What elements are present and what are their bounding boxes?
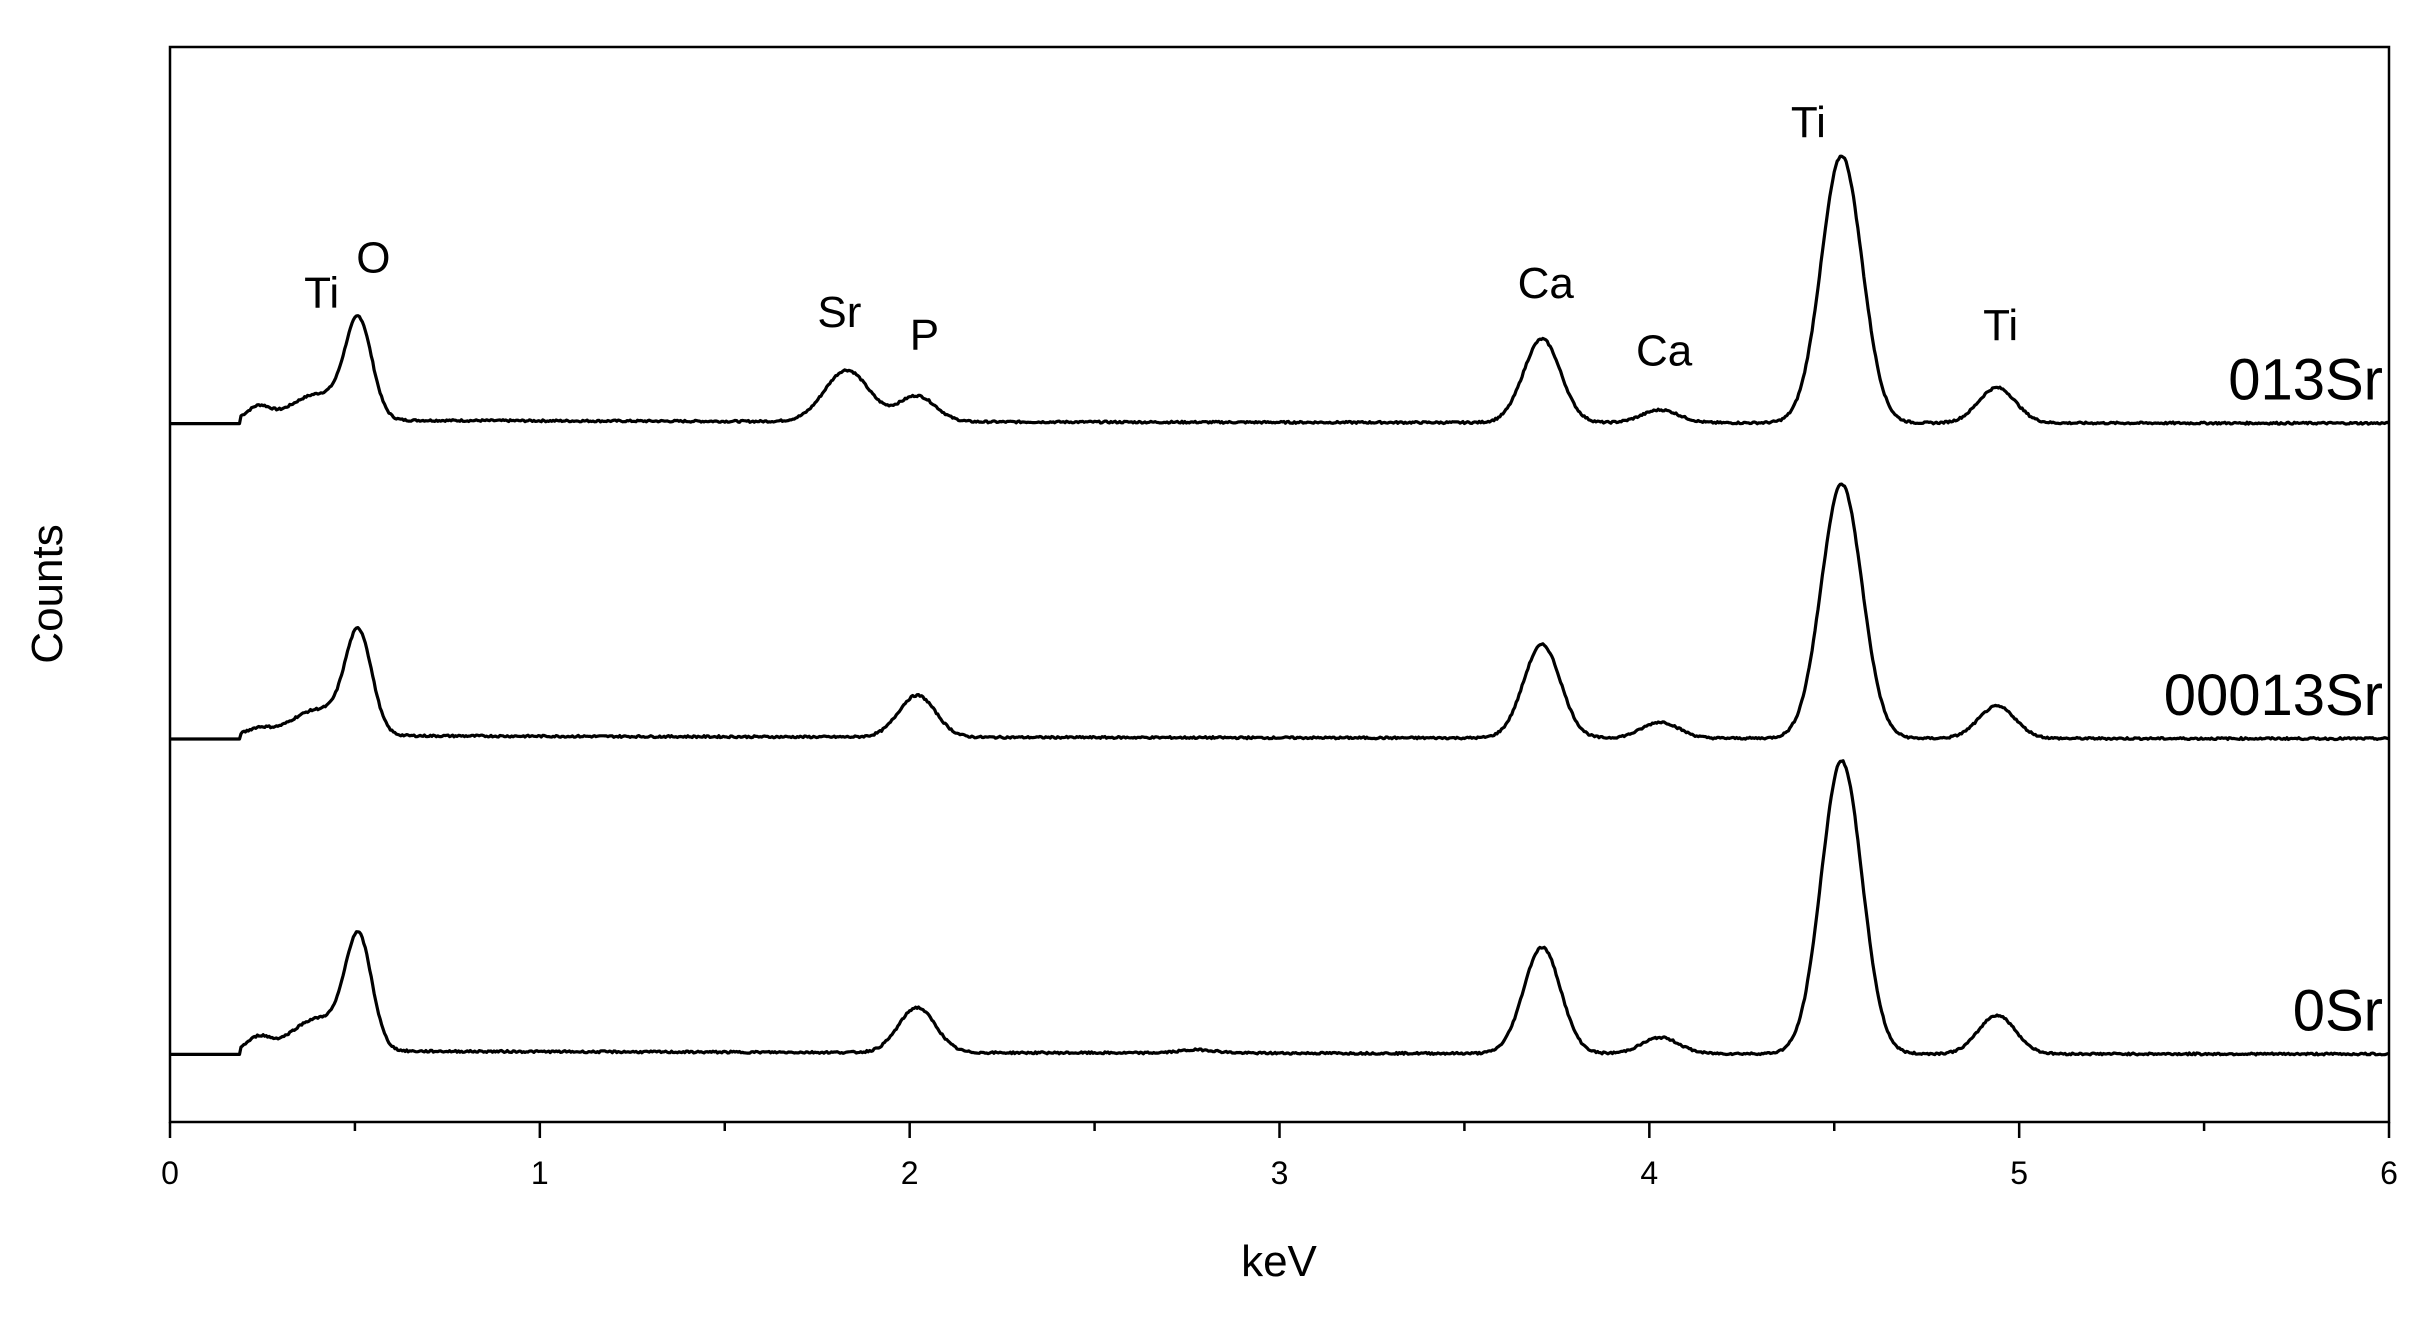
x-tick-label: 4 — [1640, 1155, 1658, 1191]
x-tick-label: 5 — [2010, 1155, 2028, 1191]
series-labels: 013Sr 00013Sr 0Sr — [2164, 348, 2383, 1044]
x-axis-ticks — [168, 1122, 2391, 1138]
peak-label: O — [356, 233, 390, 282]
peak-labels: Ti O Sr P Ca Ca Ti Ti — [304, 98, 2018, 376]
peak-label: Ti — [1983, 301, 2018, 350]
peak-label: Sr — [817, 288, 861, 337]
spectrum-line-00013Sr — [169, 482, 2390, 742]
spectrum-line-0Sr — [169, 759, 2390, 1057]
spectrum-line-013Sr — [169, 154, 2390, 426]
series-label-0Sr: 0Sr — [2293, 978, 2383, 1043]
peak-label: Ti — [1791, 98, 1826, 147]
plot-frame — [168, 45, 2391, 1124]
peak-label: Ca — [1518, 259, 1575, 308]
x-tick-label: 0 — [161, 1155, 179, 1191]
x-tick-label: 6 — [2380, 1155, 2398, 1191]
x-axis-tick-labels: 0 1 2 3 4 5 6 — [161, 1155, 2398, 1191]
y-axis-title: Counts — [23, 524, 72, 663]
x-tick-label: 3 — [1271, 1155, 1289, 1191]
x-axis-title: keV — [1241, 1237, 1317, 1286]
peak-label: P — [910, 311, 939, 360]
peak-label: Ca — [1636, 327, 1693, 376]
x-tick-label: 1 — [531, 1155, 549, 1191]
series-label-013Sr: 013Sr — [2228, 348, 2383, 413]
spectrum-traces — [169, 154, 2390, 1057]
series-label-00013Sr: 00013Sr — [2164, 663, 2383, 728]
peak-label: Ti — [304, 269, 339, 318]
x-tick-label: 2 — [901, 1155, 919, 1191]
